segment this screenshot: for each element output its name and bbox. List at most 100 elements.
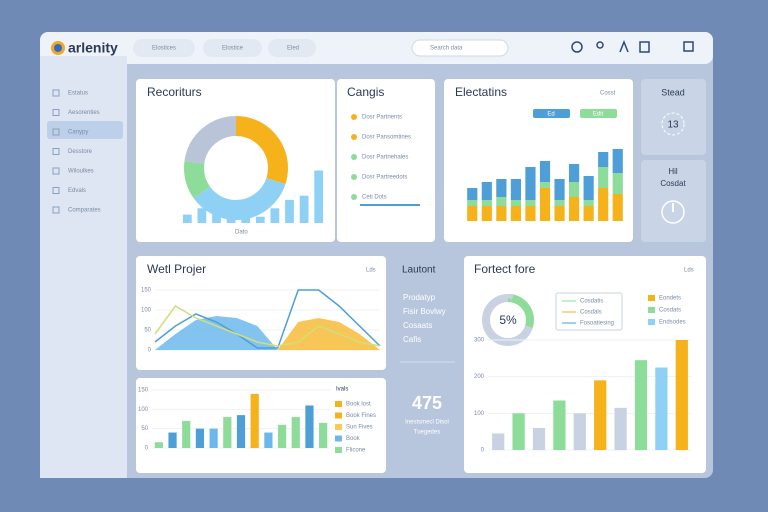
list-item: Dosr Partnehaies — [362, 155, 408, 161]
bar — [512, 413, 525, 450]
bar-segment — [554, 200, 565, 206]
logo: arlenity — [68, 40, 118, 56]
y-tick-label: 50 — [141, 426, 148, 432]
nav-item[interactable]: Canypy — [68, 130, 88, 136]
tab[interactable] — [268, 39, 316, 57]
card-link[interactable]: Lds — [366, 268, 376, 274]
list-item: Dosr Pansomtines — [362, 135, 411, 141]
bar — [492, 433, 505, 450]
bar — [532, 428, 546, 450]
legend-swatch — [335, 412, 342, 419]
card-title: Cangis — [347, 85, 384, 99]
bar-segment — [612, 194, 623, 221]
legend-box — [555, 292, 623, 331]
bar — [168, 432, 177, 448]
list-item: Ceti Dots — [362, 195, 387, 201]
sidebar-selected — [47, 121, 123, 139]
card-link[interactable]: Cosst — [600, 91, 616, 97]
bar-segment — [539, 182, 551, 188]
donut-segment — [184, 116, 288, 220]
card-title: Recoriturs — [147, 85, 202, 99]
ring — [661, 112, 685, 136]
sidebar — [40, 56, 127, 478]
bar — [241, 202, 251, 223]
legend-label: Fosoatiesing — [580, 321, 614, 327]
legend-pill — [533, 109, 570, 118]
legend-label: Book Fines — [346, 413, 376, 419]
y-tick-label: 50 — [144, 328, 151, 334]
y-tick-label: 0 — [145, 446, 149, 452]
card-title: Ivals — [336, 387, 348, 393]
bar-segment — [496, 179, 507, 197]
bar — [264, 432, 273, 448]
y-tick-label: 100 — [141, 308, 152, 314]
y-tick-label: 150 — [138, 388, 149, 394]
legend-swatch — [648, 295, 655, 301]
bar-segment — [510, 200, 521, 206]
nav-item[interactable]: Estatus — [68, 91, 88, 97]
y-tick-label: 0 — [481, 448, 485, 454]
bar — [223, 417, 232, 448]
list-item: Dosr Partreedots — [362, 175, 407, 181]
legend-swatch — [335, 435, 342, 442]
bar — [305, 405, 314, 448]
tab[interactable] — [133, 39, 195, 57]
bar — [291, 417, 300, 448]
stat-value: 13 — [667, 120, 679, 131]
nav-icon — [52, 148, 60, 155]
legend-dot — [351, 114, 357, 120]
legend-swatch — [335, 401, 342, 407]
tab[interactable] — [203, 39, 262, 57]
bar — [614, 407, 627, 450]
card-title: Wetl Projer — [147, 262, 206, 276]
card-link[interactable]: Lds — [684, 268, 694, 274]
bar — [319, 422, 328, 448]
toolbar-icons[interactable] — [571, 39, 694, 53]
legend-dot — [351, 154, 357, 160]
tab-label: Elostices — [152, 46, 176, 52]
y-tick-label: 150 — [141, 288, 152, 294]
card-title: Hil — [668, 167, 678, 176]
bar-segment — [583, 200, 594, 206]
bar — [226, 216, 236, 223]
nav-item[interactable]: Wiloulkes — [68, 169, 94, 175]
legend-swatch — [648, 307, 655, 313]
bar — [236, 415, 246, 448]
bar-segment — [598, 188, 609, 221]
nav-item[interactable]: Aesorenties — [68, 110, 100, 116]
bar-segment — [569, 182, 580, 197]
bar — [154, 442, 163, 448]
y-tick-label: 300 — [474, 338, 485, 344]
nav-icon — [52, 89, 60, 97]
legend-swatch — [335, 424, 342, 430]
bar — [212, 214, 221, 223]
bar-segment — [481, 200, 492, 206]
bar — [209, 428, 218, 448]
nav-item[interactable]: Edvals — [68, 188, 86, 194]
nav-item[interactable]: Desstore — [68, 149, 93, 155]
bar-segment — [510, 179, 521, 200]
bar-segment — [554, 206, 565, 221]
bar-segment — [583, 176, 594, 200]
bar — [182, 420, 191, 448]
list-item: Fisir Bovlwy — [403, 307, 446, 316]
bar — [314, 170, 324, 223]
bar-segment — [525, 206, 536, 221]
bar — [255, 216, 265, 223]
bar-segment — [525, 167, 536, 200]
bar — [197, 208, 207, 223]
bar — [250, 393, 259, 448]
search[interactable] — [411, 39, 509, 57]
nav-item[interactable]: Comparates — [68, 208, 101, 214]
bar — [285, 199, 294, 223]
legend-dot — [351, 134, 357, 140]
bar-segment — [569, 197, 580, 221]
legend-dot — [351, 174, 357, 180]
y-tick-label: 0 — [148, 348, 152, 354]
list-item: Cosaats — [403, 321, 432, 330]
kpi-sub: Tuegedes — [414, 430, 440, 436]
search-placeholder: Search data — [430, 46, 463, 52]
donut-segment — [482, 294, 534, 346]
